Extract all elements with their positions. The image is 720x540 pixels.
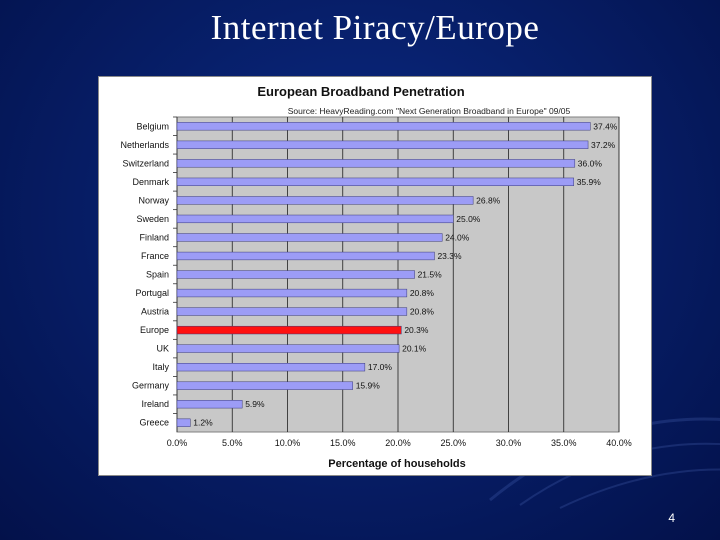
y-tick-label: Ireland bbox=[141, 399, 169, 409]
bar bbox=[176, 140, 589, 149]
bar bbox=[176, 270, 415, 279]
data-label: 20.8% bbox=[410, 307, 435, 317]
y-tick-label: Switzerland bbox=[122, 158, 169, 168]
bar bbox=[176, 159, 576, 168]
x-tick-label: 20.0% bbox=[385, 438, 411, 448]
bar bbox=[176, 288, 408, 298]
chart-panel: European Broadband Penetration Source: H… bbox=[98, 76, 652, 476]
bar bbox=[176, 233, 443, 242]
y-tick-label: Netherlands bbox=[120, 140, 169, 150]
bar bbox=[176, 418, 191, 427]
y-tick-label: Greece bbox=[139, 418, 169, 428]
data-label: 20.1% bbox=[402, 344, 427, 354]
bar bbox=[176, 307, 408, 316]
data-label: 20.3% bbox=[404, 325, 429, 335]
data-label: 15.9% bbox=[356, 381, 381, 391]
bar bbox=[176, 344, 400, 353]
bar bbox=[176, 214, 454, 224]
data-label: 37.4% bbox=[593, 121, 618, 131]
data-label: 1.2% bbox=[193, 418, 213, 428]
y-tick-label: Finland bbox=[139, 232, 169, 242]
bar bbox=[176, 363, 366, 372]
data-label: 23.3% bbox=[437, 251, 462, 261]
y-tick-label: France bbox=[141, 251, 169, 261]
bar bbox=[176, 325, 402, 335]
bar bbox=[176, 251, 435, 261]
x-tick-label: 15.0% bbox=[330, 438, 356, 448]
y-tick-label: Germany bbox=[132, 381, 170, 391]
data-label: 24.0% bbox=[445, 232, 470, 242]
x-tick-label: 40.0% bbox=[606, 438, 632, 448]
data-label: 36.0% bbox=[578, 158, 603, 168]
data-label: 17.0% bbox=[368, 362, 393, 372]
y-tick-label: Spain bbox=[146, 270, 169, 280]
bar bbox=[176, 381, 353, 390]
x-tick-label: 30.0% bbox=[496, 438, 522, 448]
page-number: 4 bbox=[668, 511, 675, 525]
y-tick-label: Norway bbox=[138, 195, 169, 205]
bar bbox=[176, 196, 474, 205]
x-tick-label: 10.0% bbox=[275, 438, 301, 448]
slide-title: Internet Piracy/Europe bbox=[210, 8, 540, 47]
chart-subtitle: Source: HeavyReading.com "Next Generatio… bbox=[288, 106, 571, 116]
data-label: 5.9% bbox=[245, 399, 265, 409]
data-label: 35.9% bbox=[577, 177, 602, 187]
x-tick-label: 25.0% bbox=[440, 438, 466, 448]
x-axis-label: Percentage of households bbox=[328, 458, 466, 470]
x-tick-label: 35.0% bbox=[551, 438, 577, 448]
y-tick-label: Portugal bbox=[135, 288, 169, 298]
y-tick-label: Belgium bbox=[136, 121, 169, 131]
data-label: 25.0% bbox=[456, 214, 481, 224]
data-label: 21.5% bbox=[418, 270, 443, 280]
data-label: 37.2% bbox=[591, 140, 616, 150]
x-tick-label: 5.0% bbox=[222, 438, 243, 448]
y-tick-label: Italy bbox=[152, 362, 169, 372]
chart-title: European Broadband Penetration bbox=[257, 84, 464, 99]
y-tick-label: Denmark bbox=[132, 177, 169, 187]
data-label: 20.8% bbox=[410, 288, 435, 298]
bar bbox=[176, 177, 574, 186]
y-tick-label: Sweden bbox=[136, 214, 169, 224]
bar-chart: European Broadband Penetration Source: H… bbox=[120, 84, 632, 470]
data-label: 26.8% bbox=[476, 195, 501, 205]
bar bbox=[176, 122, 591, 131]
y-tick-label: Austria bbox=[141, 307, 169, 317]
bar bbox=[176, 400, 243, 409]
y-tick-label: Europe bbox=[140, 325, 169, 335]
y-tick-label: UK bbox=[156, 344, 169, 354]
x-tick-label: 0.0% bbox=[167, 438, 188, 448]
